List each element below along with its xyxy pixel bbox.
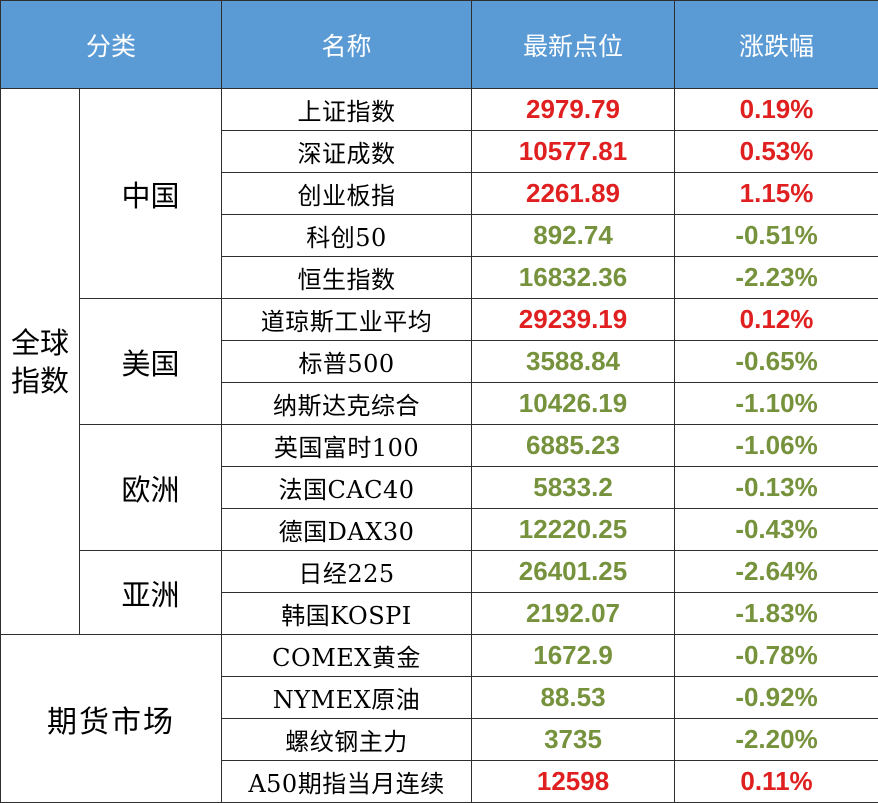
index-value: 2192.07 <box>472 593 675 635</box>
index-change: -0.51% <box>675 215 878 257</box>
table-row: 美国 道琼斯工业平均 29239.19 0.12% <box>1 299 878 341</box>
index-change: -0.65% <box>675 341 878 383</box>
index-change: -2.20% <box>675 719 878 761</box>
header-change: 涨跌幅 <box>675 1 878 89</box>
region-europe: 欧洲 <box>80 425 222 551</box>
index-change: -1.06% <box>675 425 878 467</box>
index-change: -0.43% <box>675 509 878 551</box>
header-row: 分类 名称 最新点位 涨跌幅 <box>1 1 878 89</box>
index-change: 0.12% <box>675 299 878 341</box>
index-name: 法国CAC40 <box>222 467 472 509</box>
index-change: -2.23% <box>675 257 878 299</box>
index-change: 1.15% <box>675 173 878 215</box>
index-value: 88.53 <box>472 677 675 719</box>
index-name: 深证成数 <box>222 131 472 173</box>
group-label: 全球指数 <box>10 324 70 400</box>
index-name: 创业板指 <box>222 173 472 215</box>
index-change: 0.11% <box>675 761 878 803</box>
table-row: 全球指数 中国 上证指数 2979.79 0.19% <box>1 89 878 131</box>
index-value: 3735 <box>472 719 675 761</box>
index-name: 日经225 <box>222 551 472 593</box>
index-value: 29239.19 <box>472 299 675 341</box>
index-name: 标普500 <box>222 341 472 383</box>
index-value: 892.74 <box>472 215 675 257</box>
index-name: 纳斯达克综合 <box>222 383 472 425</box>
index-change: -0.92% <box>675 677 878 719</box>
region-china: 中国 <box>80 89 222 299</box>
index-value: 16832.36 <box>472 257 675 299</box>
index-name: A50期指当月连续 <box>222 761 472 803</box>
table-row: 欧洲 英国富时100 6885.23 -1.06% <box>1 425 878 467</box>
index-name: COMEX黄金 <box>222 635 472 677</box>
index-value: 26401.25 <box>472 551 675 593</box>
region-us: 美国 <box>80 299 222 425</box>
group-futures-market: 期货市场 <box>1 635 222 803</box>
index-change: 0.53% <box>675 131 878 173</box>
index-value: 1672.9 <box>472 635 675 677</box>
table-row: 亚洲 日经225 26401.25 -2.64% <box>1 551 878 593</box>
index-name: 恒生指数 <box>222 257 472 299</box>
index-change: -1.10% <box>675 383 878 425</box>
index-change: -0.13% <box>675 467 878 509</box>
index-change: -1.83% <box>675 593 878 635</box>
index-change: 0.19% <box>675 89 878 131</box>
index-value: 12220.25 <box>472 509 675 551</box>
group-global-indices: 全球指数 <box>1 89 80 635</box>
index-value: 12598 <box>472 761 675 803</box>
index-name: 科创50 <box>222 215 472 257</box>
index-value: 2261.89 <box>472 173 675 215</box>
index-change: -0.78% <box>675 635 878 677</box>
index-value: 2979.79 <box>472 89 675 131</box>
index-name: 英国富时100 <box>222 425 472 467</box>
index-name: 韩国KOSPI <box>222 593 472 635</box>
index-value: 6885.23 <box>472 425 675 467</box>
index-name: 螺纹钢主力 <box>222 719 472 761</box>
header-name: 名称 <box>222 1 472 89</box>
index-name: NYMEX原油 <box>222 677 472 719</box>
index-value: 10426.19 <box>472 383 675 425</box>
index-value: 10577.81 <box>472 131 675 173</box>
index-name: 道琼斯工业平均 <box>222 299 472 341</box>
index-value: 3588.84 <box>472 341 675 383</box>
header-latest: 最新点位 <box>472 1 675 89</box>
index-name: 上证指数 <box>222 89 472 131</box>
table-row: 期货市场 COMEX黄金 1672.9 -0.78% <box>1 635 878 677</box>
index-change: -2.64% <box>675 551 878 593</box>
header-category: 分类 <box>1 1 222 89</box>
region-asia: 亚洲 <box>80 551 222 635</box>
index-value: 5833.2 <box>472 467 675 509</box>
index-name: 德国DAX30 <box>222 509 472 551</box>
